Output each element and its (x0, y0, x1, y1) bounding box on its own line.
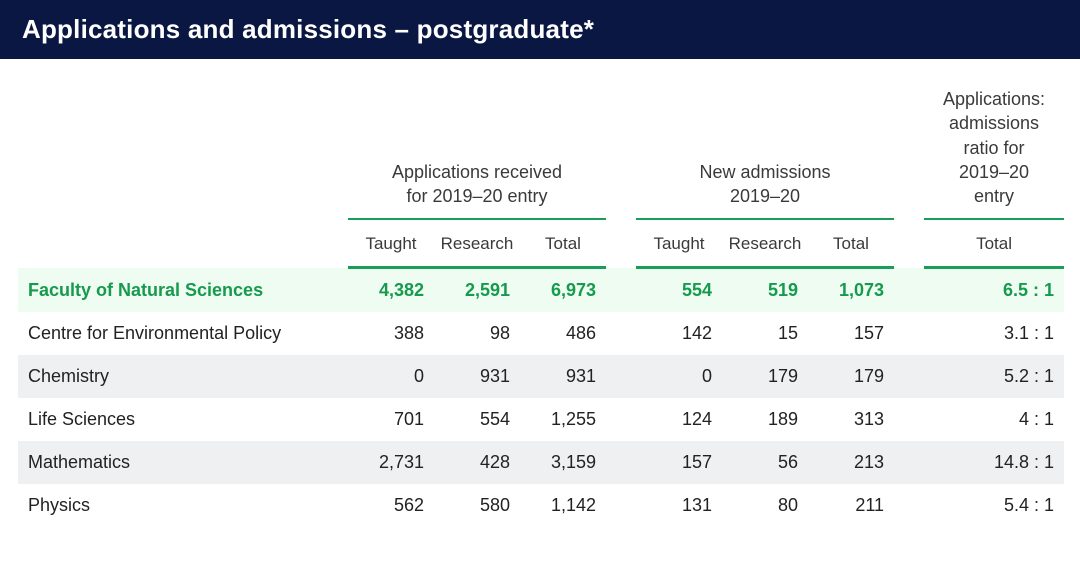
cell-apps-research: 554 (434, 398, 520, 441)
group-header-blank (18, 59, 348, 219)
cell-adm-total: 211 (808, 484, 894, 527)
cell-gap (606, 268, 636, 313)
cell-apps-taught: 562 (348, 484, 434, 527)
cell-adm-total: 179 (808, 355, 894, 398)
cell-gap (894, 268, 924, 313)
cell-gap (894, 441, 924, 484)
table-row: Physics5625801,142 13180211 5.4 : 1 (18, 484, 1064, 527)
cell-ratio: 6.5 : 1 (924, 268, 1064, 313)
row-name: Faculty of Natural Sciences (18, 268, 348, 313)
cell-ratio: 3.1 : 1 (924, 312, 1064, 355)
table-row: Chemistry093193101791795.2 : 1 (18, 355, 1064, 398)
sub-header-ratio-total: Total (924, 219, 1064, 268)
cell-adm-taught: 0 (636, 355, 722, 398)
cell-gap (606, 312, 636, 355)
cell-ratio: 14.8 : 1 (924, 441, 1064, 484)
cell-apps-research: 2,591 (434, 268, 520, 313)
page-title-banner: Applications and admissions – postgradua… (0, 0, 1080, 59)
sub-header-adm-taught: Taught (636, 219, 722, 268)
cell-apps-total: 3,159 (520, 441, 606, 484)
cell-gap (894, 312, 924, 355)
row-name: Chemistry (18, 355, 348, 398)
group-header-row: Applications received for 2019–20 entry … (18, 59, 1064, 219)
cell-gap (894, 355, 924, 398)
cell-gap (606, 441, 636, 484)
cell-gap (606, 355, 636, 398)
cell-gap (894, 398, 924, 441)
cell-apps-taught: 701 (348, 398, 434, 441)
group-header-ratio: Applications: admissions ratio for 2019–… (924, 59, 1064, 219)
cell-apps-total: 1,255 (520, 398, 606, 441)
cell-adm-total: 157 (808, 312, 894, 355)
table-row: Mathematics2,7314283,159 15756213 14.8 : 1 (18, 441, 1064, 484)
group-header-applications: Applications received for 2019–20 entry (348, 59, 606, 219)
cell-adm-taught: 131 (636, 484, 722, 527)
table-container: Applications received for 2019–20 entry … (0, 59, 1080, 527)
page-title: Applications and admissions – postgradua… (22, 14, 594, 44)
cell-apps-total: 6,973 (520, 268, 606, 313)
cell-adm-research: 519 (722, 268, 808, 313)
cell-adm-research: 189 (722, 398, 808, 441)
sub-header-apps-taught: Taught (348, 219, 434, 268)
cell-adm-research: 15 (722, 312, 808, 355)
cell-apps-taught: 388 (348, 312, 434, 355)
table-row: Life Sciences7015541,255 124189313 4 : 1 (18, 398, 1064, 441)
cell-adm-research: 80 (722, 484, 808, 527)
cell-gap (606, 484, 636, 527)
table-row: Faculty of Natural Sciences4,3822,5916,9… (18, 268, 1064, 313)
table-body: Faculty of Natural Sciences4,3822,5916,9… (18, 268, 1064, 528)
row-name: Centre for Environmental Policy (18, 312, 348, 355)
sub-header-row: Taught Research Total Taught Research To… (18, 219, 1064, 268)
cell-adm-total: 313 (808, 398, 894, 441)
cell-adm-taught: 554 (636, 268, 722, 313)
group-header-gap (894, 59, 924, 219)
sub-header-gap (606, 219, 636, 268)
cell-ratio: 4 : 1 (924, 398, 1064, 441)
cell-apps-total: 931 (520, 355, 606, 398)
cell-apps-research: 580 (434, 484, 520, 527)
admissions-table: Applications received for 2019–20 entry … (18, 59, 1064, 527)
cell-adm-total: 1,073 (808, 268, 894, 313)
cell-apps-research: 931 (434, 355, 520, 398)
sub-header-adm-total: Total (808, 219, 894, 268)
group-header-gap (606, 59, 636, 219)
cell-apps-taught: 0 (348, 355, 434, 398)
cell-apps-taught: 4,382 (348, 268, 434, 313)
sub-header-apps-research: Research (434, 219, 520, 268)
row-name: Mathematics (18, 441, 348, 484)
row-name: Physics (18, 484, 348, 527)
sub-header-blank (18, 219, 348, 268)
cell-adm-research: 179 (722, 355, 808, 398)
sub-header-adm-research: Research (722, 219, 808, 268)
cell-ratio: 5.4 : 1 (924, 484, 1064, 527)
cell-adm-total: 213 (808, 441, 894, 484)
sub-header-apps-total: Total (520, 219, 606, 268)
cell-gap (606, 398, 636, 441)
sub-header-gap (894, 219, 924, 268)
cell-apps-research: 428 (434, 441, 520, 484)
group-header-admissions: New admissions 2019–20 (636, 59, 894, 219)
cell-apps-research: 98 (434, 312, 520, 355)
cell-apps-total: 486 (520, 312, 606, 355)
cell-adm-taught: 124 (636, 398, 722, 441)
cell-adm-research: 56 (722, 441, 808, 484)
cell-ratio: 5.2 : 1 (924, 355, 1064, 398)
cell-apps-taught: 2,731 (348, 441, 434, 484)
cell-adm-taught: 142 (636, 312, 722, 355)
table-row: Centre for Environmental Policy38898486 1… (18, 312, 1064, 355)
cell-apps-total: 1,142 (520, 484, 606, 527)
cell-adm-taught: 157 (636, 441, 722, 484)
row-name: Life Sciences (18, 398, 348, 441)
cell-gap (894, 484, 924, 527)
